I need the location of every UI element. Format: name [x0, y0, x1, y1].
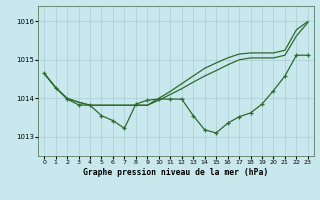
X-axis label: Graphe pression niveau de la mer (hPa): Graphe pression niveau de la mer (hPa) [84, 168, 268, 177]
